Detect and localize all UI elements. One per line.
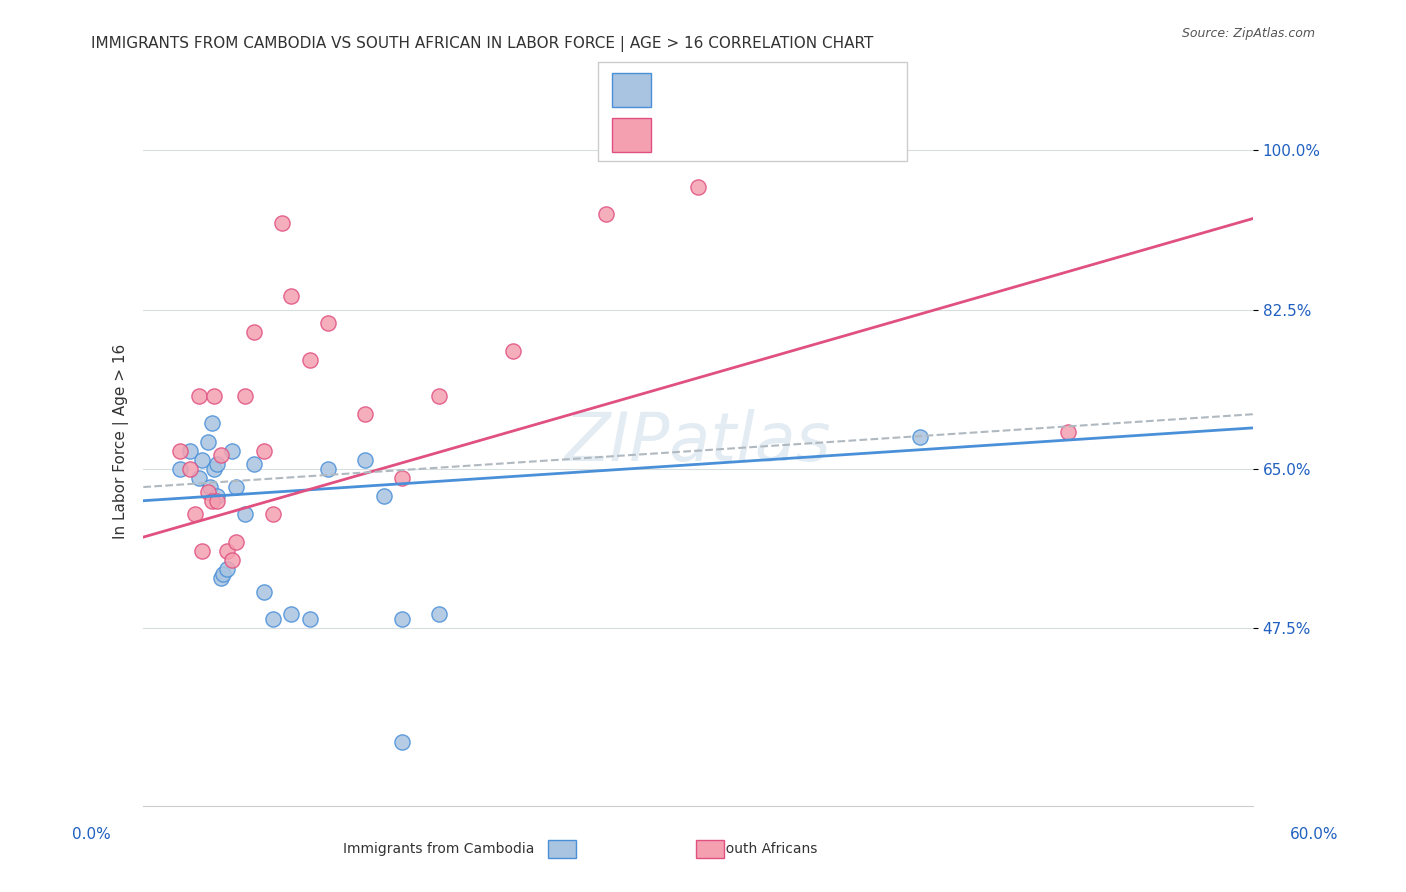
Text: IMMIGRANTS FROM CAMBODIA VS SOUTH AFRICAN IN LABOR FORCE | AGE > 16 CORRELATION : IMMIGRANTS FROM CAMBODIA VS SOUTH AFRICA… <box>91 36 873 52</box>
Point <box>191 543 214 558</box>
Point <box>169 443 191 458</box>
Point <box>215 543 238 558</box>
Point <box>191 452 214 467</box>
Point <box>198 480 221 494</box>
Point <box>271 216 294 230</box>
Text: Immigrants from Cambodia: Immigrants from Cambodia <box>343 842 534 856</box>
Point <box>233 508 256 522</box>
Text: South Africans: South Africans <box>717 842 817 856</box>
Point <box>225 480 247 494</box>
Point <box>184 508 207 522</box>
Point <box>354 452 377 467</box>
Text: R =  0.161   N = 28: R = 0.161 N = 28 <box>661 74 824 92</box>
Point <box>179 462 201 476</box>
Point <box>391 471 413 485</box>
Point <box>233 389 256 403</box>
Point <box>211 566 233 581</box>
Point <box>187 389 209 403</box>
Point <box>391 612 413 626</box>
Point <box>221 553 243 567</box>
Point <box>298 612 321 626</box>
Point <box>1057 425 1080 440</box>
Point <box>280 607 302 622</box>
Point <box>179 443 201 458</box>
Point <box>280 289 302 303</box>
Point <box>391 735 413 749</box>
Point <box>207 458 229 472</box>
Text: R =  0.473   N = 28: R = 0.473 N = 28 <box>661 116 823 134</box>
Point <box>202 389 225 403</box>
Point <box>243 326 266 340</box>
Point <box>354 407 377 421</box>
Text: ZIPatlas: ZIPatlas <box>565 409 831 475</box>
Point <box>427 607 450 622</box>
Point <box>215 562 238 576</box>
Point <box>201 493 224 508</box>
Text: 0.0%: 0.0% <box>72 827 111 841</box>
Point <box>202 462 225 476</box>
Point <box>908 430 931 444</box>
Point <box>225 534 247 549</box>
Point <box>197 484 219 499</box>
Point <box>209 571 232 585</box>
Point <box>688 179 710 194</box>
Point <box>187 471 209 485</box>
Point <box>243 458 266 472</box>
Point <box>316 462 339 476</box>
Point <box>502 343 524 358</box>
Point <box>427 389 450 403</box>
Point <box>316 316 339 330</box>
Point <box>207 489 229 503</box>
Point <box>373 489 395 503</box>
Point <box>595 207 617 221</box>
Point <box>169 462 191 476</box>
Point <box>197 434 219 449</box>
Y-axis label: In Labor Force | Age > 16: In Labor Force | Age > 16 <box>114 344 129 539</box>
Point <box>252 443 274 458</box>
Point <box>262 612 284 626</box>
Point <box>201 417 224 431</box>
Point <box>209 448 232 462</box>
Text: Source: ZipAtlas.com: Source: ZipAtlas.com <box>1181 27 1315 40</box>
Point <box>298 352 321 367</box>
Point <box>207 493 229 508</box>
Text: 60.0%: 60.0% <box>1291 827 1339 841</box>
Point <box>252 584 274 599</box>
Point <box>221 443 243 458</box>
Point <box>262 508 284 522</box>
